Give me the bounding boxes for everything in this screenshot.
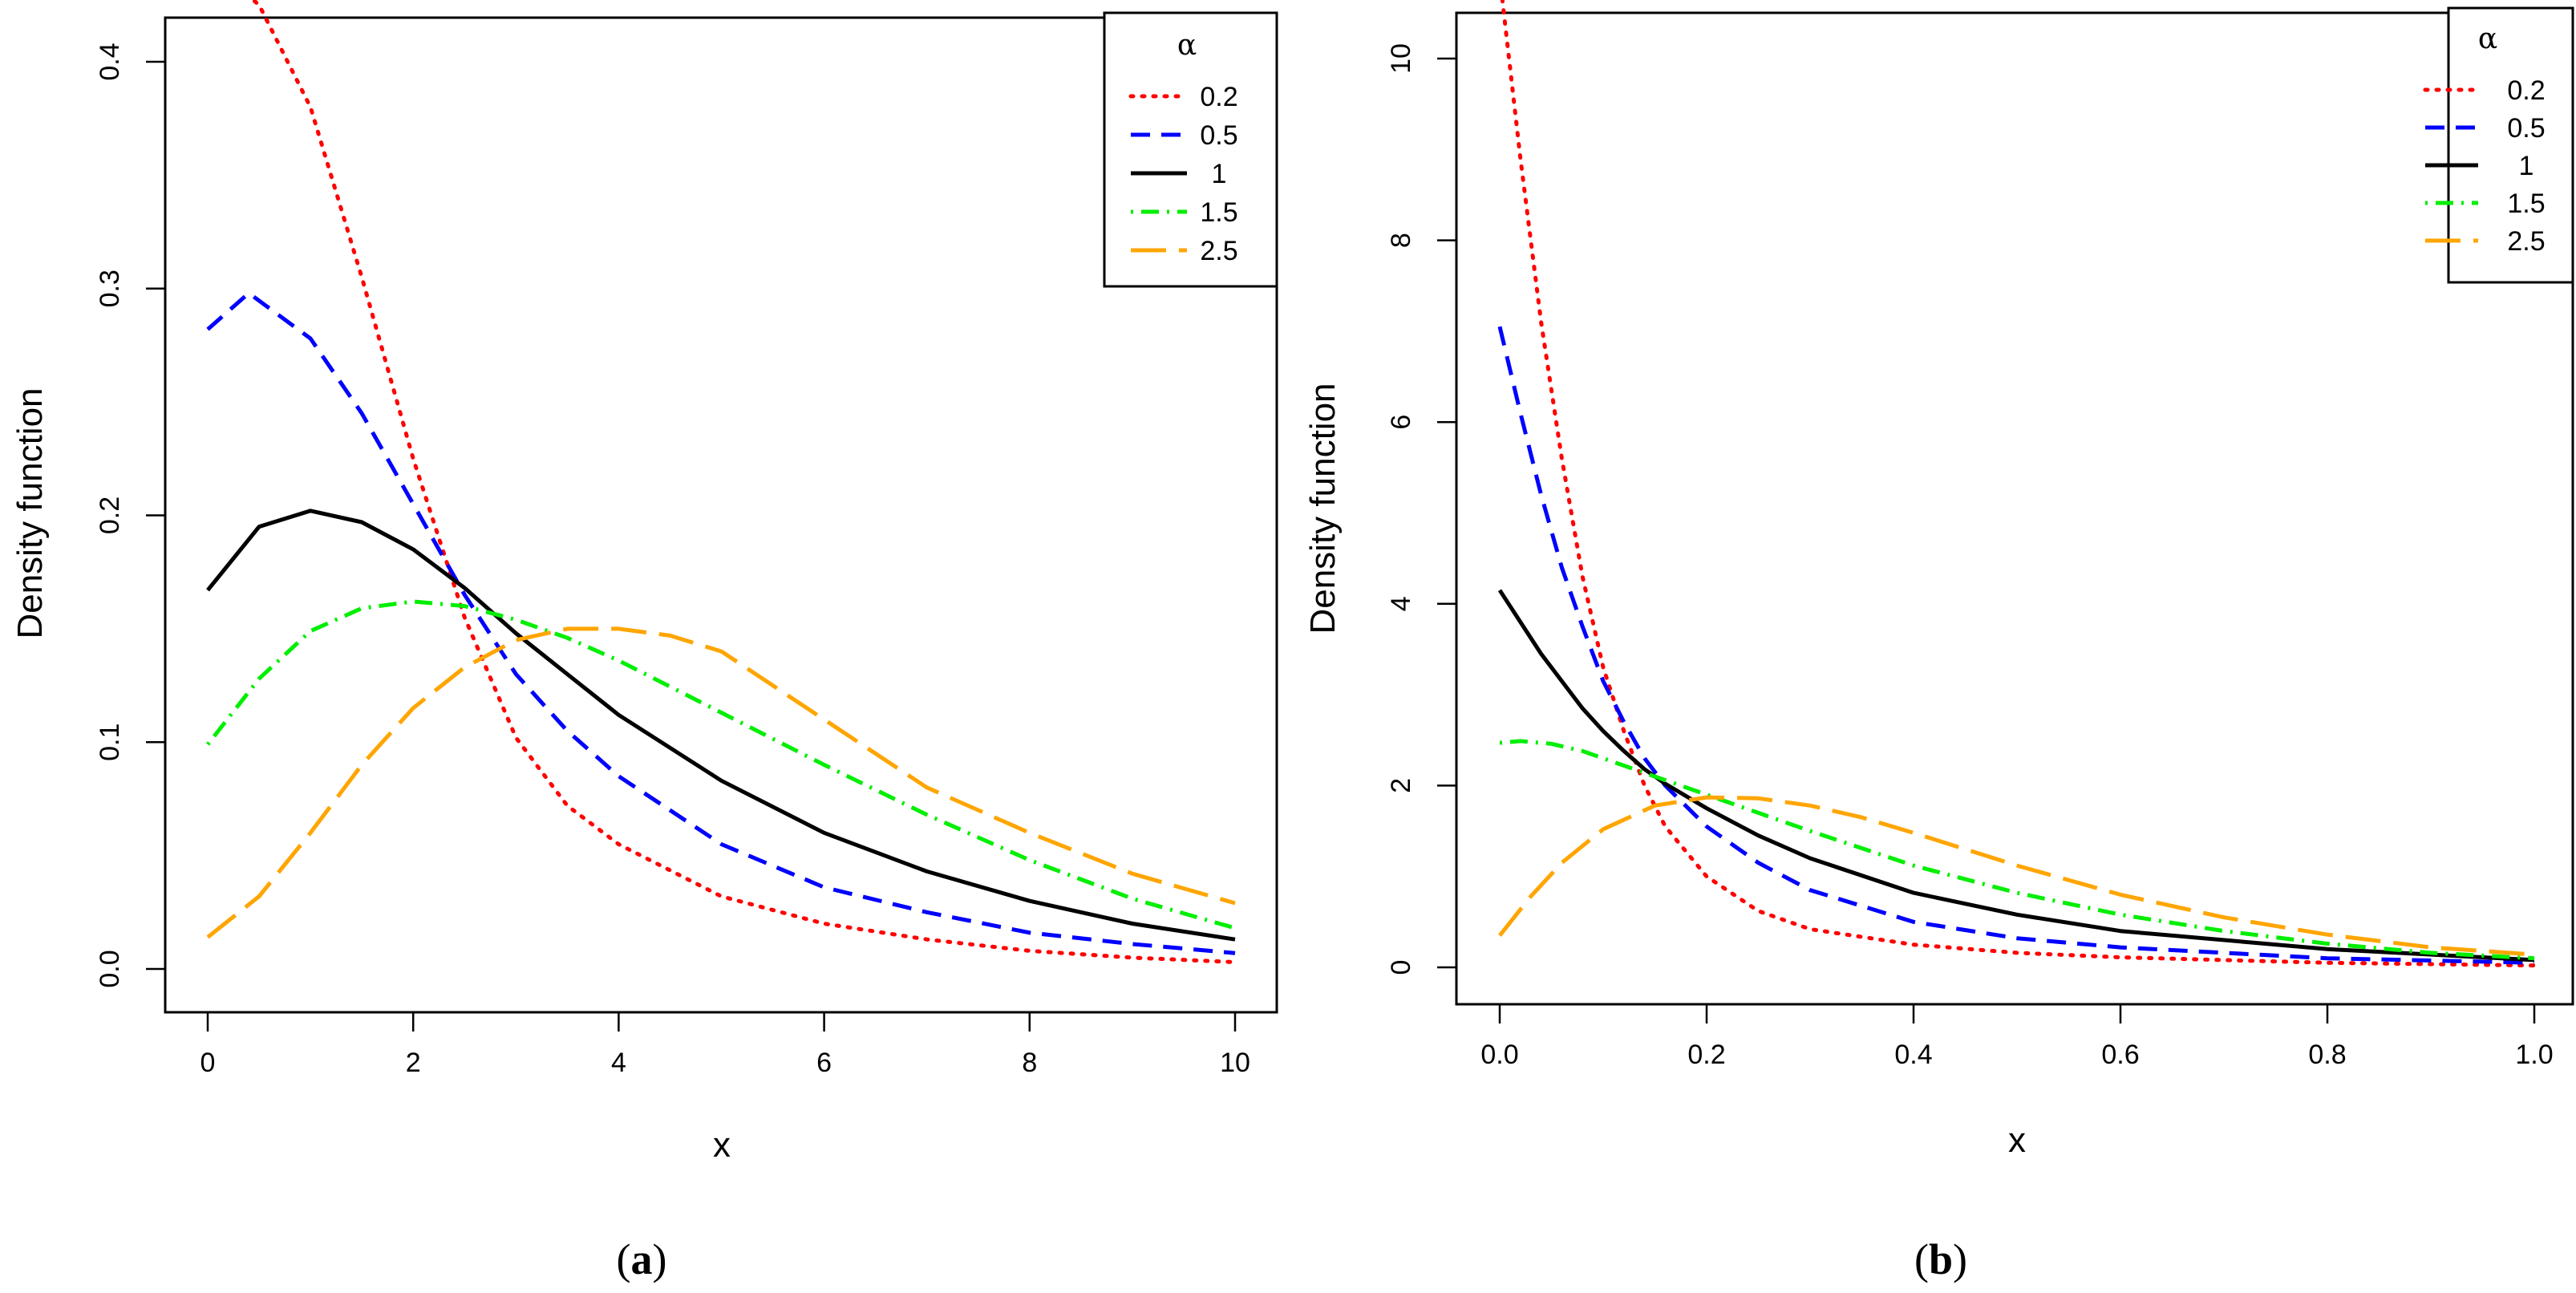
series-line-2.5 (206, 626, 1236, 939)
legend-label: 1 (1212, 159, 1227, 189)
caption-letter: b (1929, 1235, 1953, 1283)
y-tick-label: 10 (1386, 43, 1416, 74)
legend-label: 0.2 (2507, 75, 2545, 106)
caption-open: ( (1914, 1235, 1929, 1283)
legend-label: 0.5 (2507, 113, 2545, 144)
legend: α 0.2 0.5 1 1.5 2.5 (2423, 6, 2574, 284)
x-axis-title: x (713, 1125, 731, 1165)
x-tick-label: 2 (406, 1048, 421, 1078)
series-line-2.5 (1498, 795, 2535, 957)
series-line-0.2 (250, 0, 1237, 964)
series-line-0.2 (1500, 0, 2537, 968)
series-line-0.5 (206, 290, 1236, 955)
x-tick-label: 0.2 (1687, 1040, 1725, 1070)
legend-box (2447, 6, 2574, 284)
x-tick-label: 4 (611, 1048, 626, 1078)
y-tick-label: 0.0 (95, 950, 125, 987)
x-tick-label: 8 (1022, 1048, 1037, 1078)
x-tick-label: 6 (816, 1048, 832, 1078)
y-tick-label: 0.1 (95, 724, 125, 761)
x-axis-title: x (2008, 1121, 2026, 1160)
y-tick-label: 0.2 (95, 497, 125, 534)
y-tick-label: 0 (1386, 960, 1416, 975)
series-line-1 (1497, 589, 2535, 963)
caption-open: ( (617, 1235, 631, 1283)
legend-box (1103, 11, 1278, 288)
x-tick-label: 0.0 (1480, 1040, 1518, 1070)
panel-caption: (b) (1914, 1235, 1967, 1283)
plot-frame (1455, 11, 2574, 1006)
x-tick-label: 0 (200, 1048, 216, 1078)
caption-close: ) (1953, 1235, 1967, 1283)
caption-letter: a (631, 1235, 653, 1283)
x-tick-label: 0.4 (1894, 1040, 1932, 1070)
legend-title: α (2478, 22, 2497, 55)
legend-title: α (1177, 29, 1197, 62)
y-tick-label: 0.3 (95, 270, 125, 307)
panel-caption: (a) (617, 1235, 667, 1283)
x-tick-label: 10 (1220, 1048, 1250, 1078)
y-tick-label: 6 (1386, 415, 1416, 430)
caption-close: ) (653, 1235, 667, 1283)
legend-label: 2.5 (2507, 226, 2545, 257)
legend-label: 0.2 (1200, 82, 1237, 112)
legend-label: 1.5 (1200, 197, 1237, 228)
y-tick-label: 8 (1386, 233, 1416, 248)
legend-label: 1 (2519, 151, 2534, 181)
y-tick-label: 4 (1386, 596, 1416, 611)
legend-label: 0.5 (1200, 120, 1237, 151)
y-axis-title: Density function (10, 387, 50, 638)
legend: α0.2 0.5 1 1.5 2.5 (1103, 11, 1278, 288)
y-axis-title: Density function (1303, 383, 1343, 634)
y-tick-label: 0.4 (95, 43, 125, 80)
legend-label: 1.5 (2507, 188, 2545, 219)
panel-a: 0 2 4 6 8 10 0.0 0.1 0.2 0.3 0.4 x Density function α… (10, 0, 1278, 1283)
legend-label: 2.5 (1200, 236, 1237, 266)
panel-b: 0.0 0.2 0.4 0.6 0.8 1.0 0 2 4 6 8 10 x Density functi… (1303, 0, 2574, 1283)
x-tick-label: 0.8 (2308, 1040, 2346, 1070)
series-line-1 (206, 509, 1236, 942)
x-tick-label: 0.6 (2101, 1040, 2139, 1070)
y-tick-label: 2 (1386, 778, 1416, 793)
x-tick-label: 1.0 (2515, 1040, 2553, 1070)
series-line-1.5 (206, 599, 1236, 930)
